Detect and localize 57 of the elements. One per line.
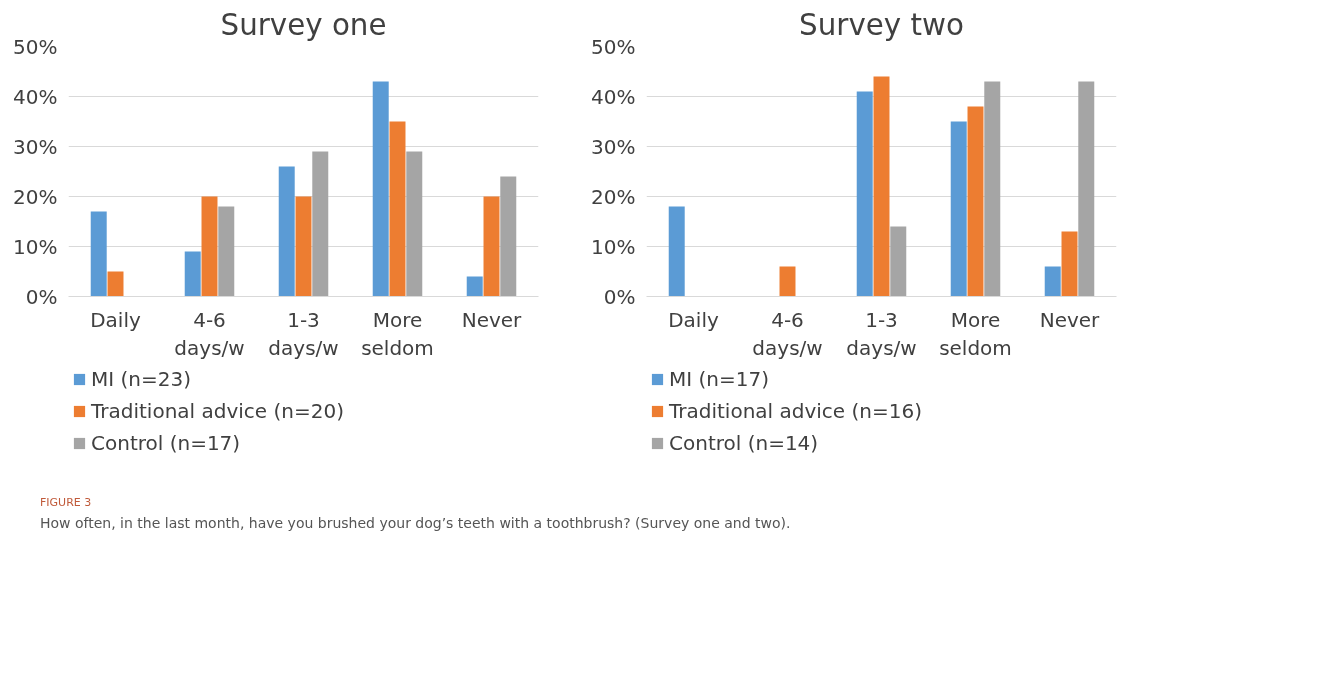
bar	[890, 226, 907, 297]
bar	[312, 151, 329, 297]
legend-label: MI (n=17)	[669, 367, 769, 391]
bar	[950, 121, 967, 297]
legend-label: Control (n=17)	[91, 431, 241, 455]
legend-label: Traditional advice (n=20)	[91, 399, 344, 423]
bar	[90, 211, 107, 297]
bar	[873, 76, 890, 297]
x-tick-label: More seldom	[361, 307, 434, 361]
y-tick-label: 50%	[591, 34, 636, 59]
bar	[967, 106, 984, 297]
x-tick-label: Daily	[668, 307, 719, 332]
x-tick-label: Never	[1039, 307, 1101, 332]
x-tick-label: Daily	[90, 307, 141, 332]
bar	[1061, 231, 1078, 297]
bar	[779, 266, 796, 297]
x-tick-label: Never	[461, 307, 523, 332]
x-tick-label: 1-3 days/w	[846, 307, 917, 361]
legend-label: MI (n=23)	[91, 367, 191, 391]
bar	[278, 166, 295, 297]
bar	[1044, 266, 1061, 297]
bar	[856, 91, 873, 297]
bar	[107, 271, 124, 297]
bar	[406, 151, 423, 297]
y-tick-label: 30%	[591, 134, 636, 159]
bar	[1078, 81, 1095, 297]
y-tick-label: 50%	[13, 34, 58, 59]
legend-label: Traditional advice (n=16)	[669, 399, 922, 423]
bar	[184, 251, 201, 297]
y-tick-label: 0%	[603, 284, 636, 309]
text: How often, in the last month, have you brushed your dog’s teeth with a toothbrush? (Survey one and two).	[40, 513, 791, 533]
y-tick-label: 10%	[13, 234, 58, 259]
bar	[500, 176, 517, 297]
caption: FIGURE 3	[40, 495, 93, 511]
y-tick-label: 10%	[591, 234, 636, 259]
y-tick-label: 30%	[13, 134, 58, 159]
bar	[483, 196, 500, 297]
bar	[389, 121, 406, 297]
bar	[372, 81, 389, 297]
bar	[984, 81, 1001, 297]
legend-label: Control (n=14)	[669, 431, 819, 455]
bar	[218, 206, 235, 297]
x-tick-label: 1-3 days/w	[268, 307, 339, 361]
bar	[668, 206, 685, 297]
x-tick-label: 4-6 days/w	[752, 307, 823, 361]
y-tick-label: 20%	[13, 184, 58, 209]
x-tick-label: More seldom	[939, 307, 1012, 361]
x-tick-label: 4-6 days/w	[174, 307, 245, 361]
y-tick-label: 20%	[591, 184, 636, 209]
bar	[295, 196, 312, 297]
chart-title: Survey two	[799, 7, 964, 42]
y-tick-label: 40%	[13, 84, 58, 109]
chart-title: Survey one	[220, 7, 387, 42]
bar	[466, 276, 483, 297]
y-tick-label: 40%	[591, 84, 636, 109]
y-tick-label: 0%	[25, 284, 58, 309]
bar	[201, 196, 218, 297]
